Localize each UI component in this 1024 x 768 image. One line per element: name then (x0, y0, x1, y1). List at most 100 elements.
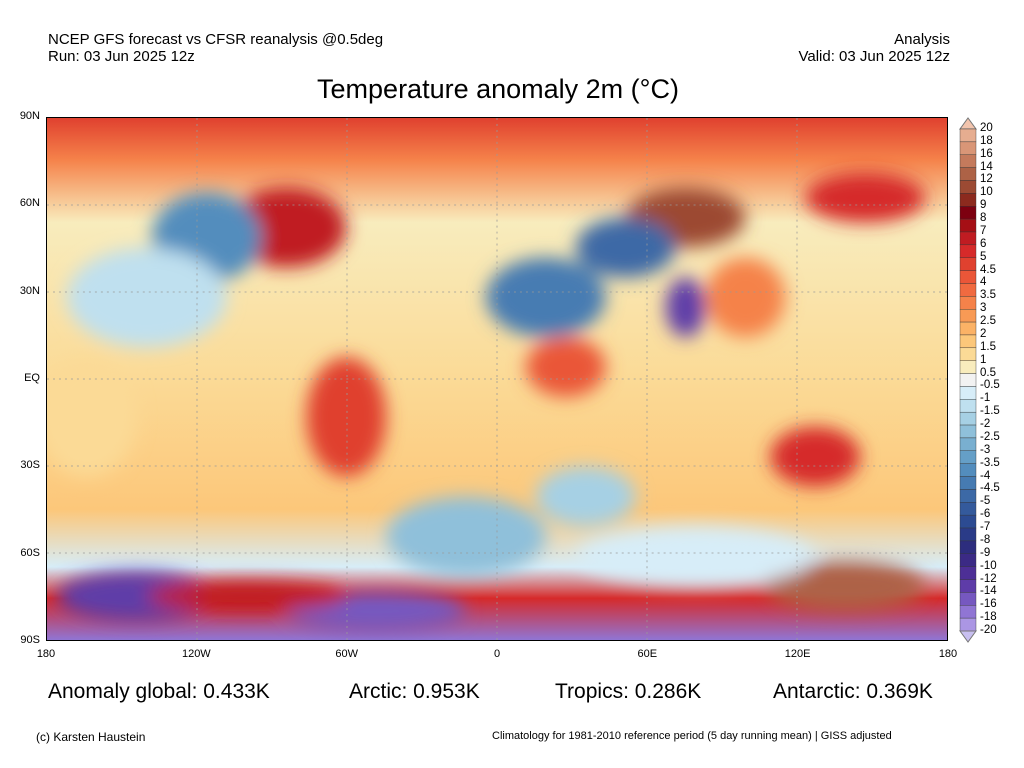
colorbar-bin (959, 386, 977, 400)
colorbar-label: -1.5 (980, 405, 1000, 418)
anomaly-region (770, 426, 861, 487)
x-tick-label: 60E (637, 648, 658, 660)
colorbar-label: -0.5 (980, 379, 1000, 392)
x-tick-label: 120W (181, 648, 211, 660)
anomaly-region (665, 277, 706, 338)
y-tick-label: 60S (20, 546, 40, 559)
colorbar-label: 10 (980, 186, 993, 199)
y-tick-label: EQ (24, 372, 40, 384)
run-time: Run: 03 Jun 2025 12z (48, 48, 195, 65)
colorbar-bin (959, 527, 977, 542)
colorbar-label: -2.5 (980, 430, 1000, 443)
colorbar-bin (959, 347, 977, 361)
colorbar-bin (959, 411, 977, 426)
valid-time: Valid: 03 Jun 2025 12z (798, 48, 950, 65)
colorbar-label: -16 (980, 598, 997, 611)
colorbar-label: 2 (980, 327, 987, 340)
colorbar-label: 1.5 (980, 340, 996, 353)
anomaly-region (805, 172, 926, 223)
anomaly-region (575, 217, 676, 278)
colorbar-bin (959, 218, 977, 233)
colorbar-label: 20 (980, 122, 993, 134)
colorbar-label: -3.5 (980, 456, 1000, 469)
subtitle-model: NCEP GFS forecast vs CFSR reanalysis @0.… (48, 31, 384, 48)
colorbar-label: 5 (980, 250, 987, 263)
colorbar-bin (959, 463, 977, 477)
colorbar-bin (959, 579, 977, 593)
colorbar-label: 4.5 (980, 263, 996, 276)
chart-title: Temperature anomaly 2m (°C) (317, 74, 679, 104)
colorbar-bin (959, 617, 977, 632)
analysis-label: Analysis (894, 31, 950, 48)
colorbar-max-arrow (959, 117, 977, 130)
colorbar-bin (959, 476, 977, 490)
anomaly-region (535, 466, 636, 527)
colorbar-bin (959, 553, 977, 567)
colorbar-bin (959, 514, 977, 529)
colorbar-label: 3 (980, 302, 987, 315)
colorbar-label: 16 (980, 147, 993, 160)
colorbar-label: -6 (980, 508, 991, 521)
colorbar-label: 3.5 (980, 289, 996, 302)
y-tick-label: 30N (19, 284, 40, 297)
x-tick-label: 120E (784, 648, 811, 660)
colorbar-label: -10 (980, 559, 997, 572)
stat-arctic: Arctic: 0.953K (349, 680, 480, 703)
colorbar (959, 117, 977, 643)
colorbar-label: 2.5 (980, 315, 996, 328)
colorbar-bin (959, 257, 977, 271)
climatology-note: Climatology for 1981-2010 reference peri… (492, 730, 892, 742)
colorbar-bin (959, 244, 977, 258)
colorbar-bin (959, 296, 977, 310)
colorbar-bin (959, 141, 977, 155)
x-tick-label: 180 (36, 648, 56, 660)
colorbar-bin (959, 450, 977, 464)
colorbar-bin (959, 270, 977, 284)
stat-global: Anomaly global: 0.433K (48, 680, 270, 703)
colorbar-bin (959, 566, 977, 580)
anomaly-region (705, 257, 786, 338)
y-tick-label: 90N (19, 110, 40, 122)
x-tick-label: 180 (938, 648, 958, 660)
y-tick-label: 90S (20, 634, 40, 646)
colorbar-label: -9 (980, 546, 991, 559)
colorbar-bin (959, 489, 977, 503)
x-tick-label: 60W (335, 648, 358, 660)
colorbar-bin (959, 128, 977, 143)
colorbar-bin (959, 180, 977, 194)
colorbar-label: 18 (980, 134, 993, 147)
anomaly-region (486, 257, 606, 338)
colorbar-bin (959, 592, 977, 606)
colorbar-label: 0.5 (980, 366, 996, 379)
colorbar-label: 4 (980, 276, 987, 289)
colorbar-label: 8 (980, 212, 987, 225)
colorbar-bin (959, 502, 977, 516)
anomaly-region (575, 526, 816, 587)
anomaly-region (525, 337, 606, 397)
colorbar-label: -4.5 (980, 482, 1000, 495)
colorbar-bin (959, 334, 977, 349)
colorbar-bin (959, 373, 977, 387)
colorbar-label: -14 (980, 585, 997, 598)
anomaly-region (386, 496, 546, 577)
colorbar-bin (959, 360, 977, 374)
colorbar-bin (959, 309, 977, 323)
colorbar-label: -4 (980, 469, 991, 482)
anomaly-region (56, 571, 217, 622)
colorbar-label: -20 (980, 624, 997, 636)
colorbar-label: -12 (980, 572, 997, 585)
y-tick-label: 60N (19, 197, 40, 210)
colorbar-bin (959, 206, 977, 220)
colorbar-label: -1 (980, 392, 991, 405)
stat-tropics: Tropics: 0.286K (555, 680, 702, 703)
anomaly-region (765, 561, 926, 612)
anomaly-region (146, 581, 347, 612)
x-tick-label: 0 (493, 648, 501, 660)
colorbar-bin (959, 321, 977, 336)
colorbar-bin (959, 605, 977, 619)
colorbar-label: 14 (980, 160, 993, 173)
colorbar-bin (959, 154, 977, 168)
colorbar-bin (959, 231, 977, 246)
colorbar-label: 1 (980, 353, 987, 366)
colorbar-bin (959, 283, 977, 297)
